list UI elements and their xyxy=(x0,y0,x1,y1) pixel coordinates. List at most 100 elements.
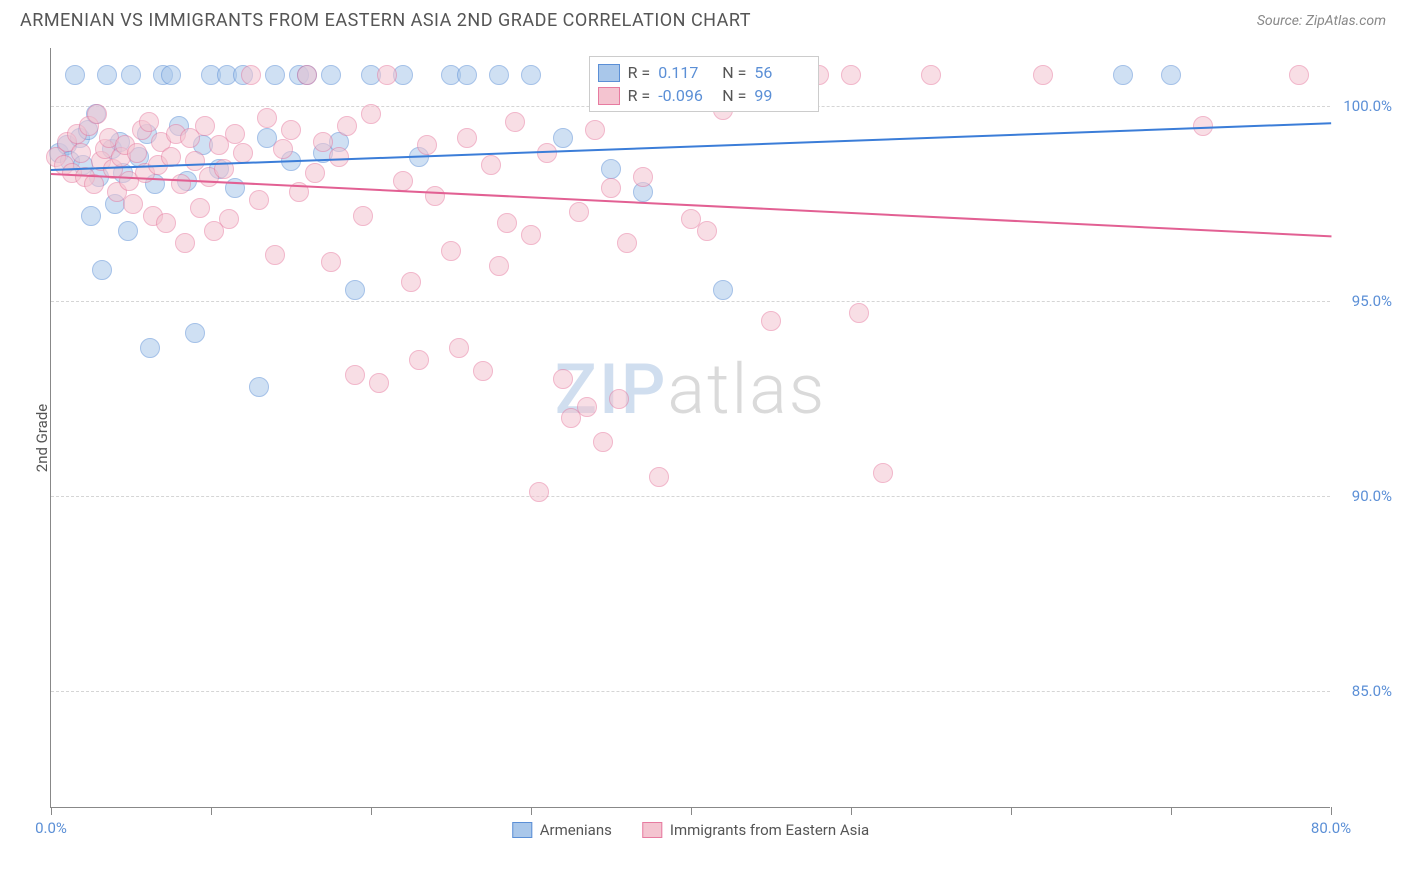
scatter-point-armenians xyxy=(140,338,160,358)
scatter-point-east_asia xyxy=(190,198,210,218)
scatter-point-east_asia xyxy=(195,116,215,136)
scatter-point-east_asia xyxy=(577,397,597,417)
y-tick-label: 100.0% xyxy=(1343,97,1392,115)
swatch-east_asia xyxy=(598,87,620,105)
scatter-point-east_asia xyxy=(1289,65,1309,85)
scatter-point-east_asia xyxy=(281,120,301,140)
watermark-atlas: atlas xyxy=(667,349,826,431)
scatter-point-east_asia xyxy=(537,143,557,163)
scatter-point-armenians xyxy=(118,221,138,241)
scatter-point-east_asia xyxy=(585,120,605,140)
scatter-point-armenians xyxy=(601,159,621,179)
scatter-point-east_asia xyxy=(219,209,239,229)
y-tick-label: 90.0% xyxy=(1352,487,1392,505)
scatter-point-east_asia xyxy=(553,369,573,389)
x-tick xyxy=(211,807,212,815)
scatter-point-east_asia xyxy=(401,272,421,292)
x-tick xyxy=(691,807,692,815)
gridline xyxy=(51,496,1330,497)
legend-item-armenians: Armenians xyxy=(512,821,612,839)
stat-legend: R = 0.117 N = 56 R = -0.096 N = 99 xyxy=(589,56,820,112)
r-label: R = xyxy=(628,63,651,82)
scatter-point-east_asia xyxy=(449,338,469,358)
scatter-point-armenians xyxy=(489,65,509,85)
x-tick-label: 80.0% xyxy=(1311,819,1351,837)
n-label: N = xyxy=(722,63,746,82)
scatter-point-east_asia xyxy=(873,463,893,483)
scatter-point-east_asia xyxy=(849,303,869,323)
scatter-point-east_asia xyxy=(393,171,413,191)
scatter-point-east_asia xyxy=(633,167,653,187)
n-label: N = xyxy=(722,86,746,105)
y-tick-label: 95.0% xyxy=(1352,292,1392,310)
x-tick-label: 0.0% xyxy=(35,819,67,837)
scatter-point-east_asia xyxy=(489,256,509,276)
scatter-point-east_asia xyxy=(617,233,637,253)
scatter-point-east_asia xyxy=(127,143,147,163)
legend-label-east_asia: Immigrants from Eastern Asia xyxy=(670,821,869,839)
scatter-point-armenians xyxy=(321,65,341,85)
scatter-point-east_asia xyxy=(87,104,107,124)
scatter-point-armenians xyxy=(713,280,733,300)
scatter-point-east_asia xyxy=(249,190,269,210)
scatter-point-east_asia xyxy=(609,389,629,409)
scatter-point-east_asia xyxy=(297,65,317,85)
scatter-point-east_asia xyxy=(345,365,365,385)
scatter-point-east_asia xyxy=(761,311,781,331)
scatter-point-east_asia xyxy=(139,112,159,132)
y-tick-label: 85.0% xyxy=(1352,682,1392,700)
scatter-point-east_asia xyxy=(337,116,357,136)
scatter-point-east_asia xyxy=(361,104,381,124)
legend-label-armenians: Armenians xyxy=(540,821,612,839)
x-tick xyxy=(371,807,372,815)
scatter-point-east_asia xyxy=(841,65,861,85)
scatter-point-east_asia xyxy=(457,128,477,148)
y-axis-label: 2nd Grade xyxy=(33,404,51,472)
r-label: R = xyxy=(628,86,651,105)
scatter-point-east_asia xyxy=(425,186,445,206)
scatter-point-armenians xyxy=(65,65,85,85)
scatter-point-east_asia xyxy=(497,213,517,233)
r-value-east_asia: -0.096 xyxy=(658,86,714,105)
n-value-east_asia: 99 xyxy=(754,86,810,105)
scatter-point-east_asia xyxy=(257,108,277,128)
scatter-point-east_asia xyxy=(409,350,429,370)
scatter-point-east_asia xyxy=(171,174,191,194)
swatch-armenians xyxy=(598,64,620,82)
scatter-point-east_asia xyxy=(649,467,669,487)
gridline xyxy=(51,301,1330,302)
n-value-armenians: 56 xyxy=(754,63,810,82)
stat-row-armenians: R = 0.117 N = 56 xyxy=(598,61,811,84)
scatter-point-armenians xyxy=(345,280,365,300)
scatter-point-east_asia xyxy=(313,132,333,152)
r-value-armenians: 0.117 xyxy=(658,63,714,82)
x-tick xyxy=(51,807,52,815)
scatter-point-east_asia xyxy=(1033,65,1053,85)
x-tick xyxy=(1331,807,1332,815)
legend-swatch-east_asia xyxy=(642,822,662,838)
scatter-point-east_asia xyxy=(71,143,91,163)
scatter-point-armenians xyxy=(521,65,541,85)
x-tick xyxy=(851,807,852,815)
scatter-point-armenians xyxy=(121,65,141,85)
watermark: ZIPatlas xyxy=(555,349,827,431)
scatter-point-east_asia xyxy=(377,65,397,85)
scatter-point-east_asia xyxy=(321,252,341,272)
scatter-point-armenians xyxy=(265,65,285,85)
scatter-point-east_asia xyxy=(329,147,349,167)
scatter-point-east_asia xyxy=(601,178,621,198)
scatter-point-armenians xyxy=(1113,65,1133,85)
chart-container: 2nd Grade ZIPatlas 85.0%90.0%95.0%100.0%… xyxy=(50,48,1380,828)
scatter-point-east_asia xyxy=(123,194,143,214)
scatter-point-armenians xyxy=(97,65,117,85)
scatter-point-armenians xyxy=(92,260,112,280)
legend-item-east_asia: Immigrants from Eastern Asia xyxy=(642,821,869,839)
scatter-point-east_asia xyxy=(305,163,325,183)
plot-area: ZIPatlas 85.0%90.0%95.0%100.0%0.0%80.0%R… xyxy=(50,48,1330,808)
scatter-point-armenians xyxy=(161,65,181,85)
scatter-point-east_asia xyxy=(233,143,253,163)
scatter-point-armenians xyxy=(185,323,205,343)
scatter-point-armenians xyxy=(249,377,269,397)
scatter-point-east_asia xyxy=(569,202,589,222)
scatter-point-east_asia xyxy=(417,135,437,155)
